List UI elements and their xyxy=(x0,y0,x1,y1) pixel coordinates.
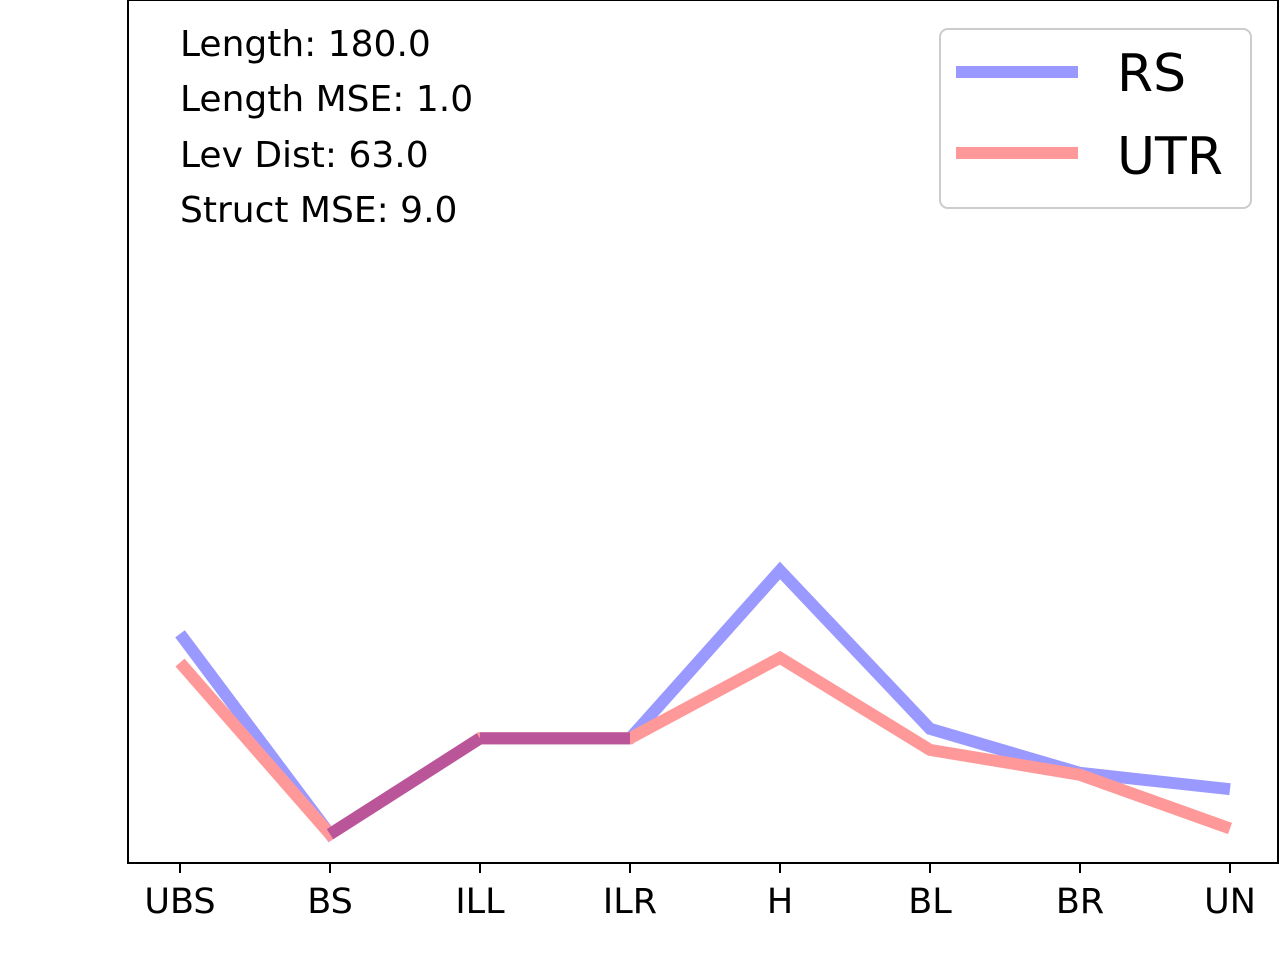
x-tick-label-br: BR xyxy=(1056,882,1104,922)
overlap-segment xyxy=(326,733,484,840)
series-layer xyxy=(175,561,1233,843)
annotation-length: Length: 180.0 xyxy=(180,24,431,65)
series-line-utr xyxy=(175,650,1233,843)
x-axis: UBS BS ILL ILR H BL BR UN xyxy=(144,863,1256,922)
x-tick-label-h: H xyxy=(767,882,793,922)
x-tick-label-ilr: ILR xyxy=(603,882,657,922)
x-tick-label-bl: BL xyxy=(908,882,952,922)
legend-label-rs: RS xyxy=(1117,44,1186,104)
plot-frame xyxy=(127,0,1279,864)
annotation-struct-mse: Struct MSE: 9.0 xyxy=(180,190,457,231)
x-tick-label-un: UN xyxy=(1204,882,1256,922)
stats-annotations: Length: 180.0 Length MSE: 1.0 Lev Dist: … xyxy=(180,24,473,231)
x-tick-label-bs: BS xyxy=(307,882,353,922)
legend-label-utr: UTR xyxy=(1117,127,1223,187)
annotation-lev-dist: Lev Dist: 63.0 xyxy=(180,135,429,176)
x-tick-label-ill: ILL xyxy=(455,882,505,922)
annotation-length-mse: Length MSE: 1.0 xyxy=(180,79,473,120)
x-tick-label-ubs: UBS xyxy=(144,882,215,922)
legend: RS UTR xyxy=(939,28,1252,209)
